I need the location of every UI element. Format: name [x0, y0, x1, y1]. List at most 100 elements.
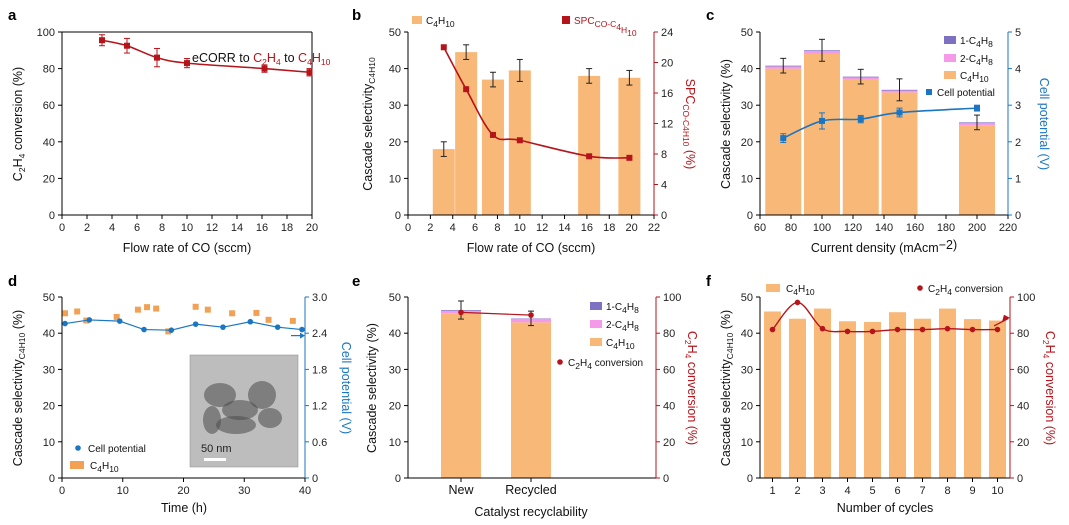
- c4h10-point: [204, 306, 211, 313]
- panel-b-xtick-label: 12: [536, 222, 548, 234]
- conversion-point: [919, 326, 926, 333]
- panel-e-y2tick-label: 40: [663, 401, 675, 413]
- legend-swatch-conversion: [917, 285, 923, 291]
- legend-swatch-1-c4h8: [944, 36, 956, 44]
- panel-label: a: [8, 7, 17, 24]
- panel-f-xtick-label: 4: [844, 485, 850, 497]
- legend-label-c4h10: C4H10: [786, 284, 815, 297]
- panel-e-y2tick-label: 100: [663, 292, 681, 304]
- panel-b-y2tick-label: 4: [661, 180, 667, 192]
- potential-point: [299, 326, 305, 333]
- conversion-point: [458, 309, 464, 316]
- c4h10-bar: [889, 312, 906, 478]
- panel-b-xtick-label: 14: [558, 222, 570, 234]
- panel-c-ytick-label: 50: [741, 27, 753, 39]
- panel-d-xtick-label: 40: [299, 485, 311, 497]
- conversion-point: [869, 328, 876, 335]
- potential-point: [247, 318, 254, 325]
- c4h10-point: [74, 308, 81, 315]
- panel-e-xtick-label: New: [448, 483, 474, 497]
- panel-b-y2tick-label: 24: [661, 27, 673, 39]
- c4h10-bar: [481, 79, 504, 215]
- conversion-point: [894, 326, 901, 333]
- panel-e-ytick-label: 20: [389, 401, 401, 413]
- panel-e-y2tick-label: 0: [663, 473, 669, 485]
- x-axis-label: Number of cycles: [837, 501, 934, 515]
- conversion-point: [944, 325, 951, 332]
- panel-b-y2tick-label: 0: [661, 210, 667, 222]
- panel-f-xtick-label: 8: [944, 485, 950, 497]
- legend-swatch-c4h10: [412, 16, 422, 24]
- panel-d-xtick-label: 30: [238, 485, 250, 497]
- potential-point: [857, 116, 864, 123]
- panel-a-ytick-label: 0: [49, 210, 55, 222]
- panel-a-xtick-label: 6: [134, 222, 140, 234]
- c4h10-bar: [989, 320, 1006, 478]
- panel-a: 0 20 40 60 80 100 0 2 4 6 8 10 12 14 16 18 20 eCORR to C2…: [8, 7, 331, 255]
- panel-f-xtick-label: 7: [919, 485, 925, 497]
- potential-line: [64, 319, 303, 331]
- potential-point: [220, 324, 226, 330]
- panel-c-y2tick-label: 5: [1015, 27, 1021, 39]
- c4h10-bar: [914, 318, 931, 478]
- panel-d: 50 nm 0 10 20 30 40 50 0 0.6 1.2 1.8 2.4 3.0 0 10 20 30 4…: [8, 273, 353, 515]
- conversion-point: [184, 60, 190, 67]
- y-axis-label: Cascade selectivity (%): [365, 323, 379, 453]
- scale-bar: [204, 458, 226, 461]
- potential-point: [116, 318, 123, 324]
- panel-f-y2tick-label: 40: [1017, 401, 1029, 413]
- panel-c-xtick-label: 100: [813, 222, 831, 234]
- panel-f-xtick-label: 6: [894, 485, 900, 497]
- legend-label-conversion: C2H4 conversion: [568, 358, 643, 371]
- panel-d-ytick-label: 40: [43, 328, 55, 340]
- panel-b-ytick-label: 30: [389, 100, 401, 112]
- panel-e-y2tick-label: 20: [663, 437, 675, 449]
- panel-f-ytick-label: 20: [741, 401, 753, 413]
- c4h10-bar: [764, 311, 781, 478]
- conversion-point: [99, 37, 105, 44]
- panel-f: 0 10 20 30 40 50 0 20 40 60 80 100 1 2 3 4 5 6 7 8 9 10 C4H10 C…: [706, 273, 1057, 515]
- panel-c-xtick-label: 180: [937, 222, 955, 234]
- panel-b-ytick-label: 50: [389, 27, 401, 39]
- x-axis-label: Catalyst recyclability: [474, 505, 588, 519]
- panel-b-y2tick-label: 20: [661, 58, 673, 70]
- potential-point: [86, 317, 93, 323]
- panel-b-ytick-label: 10: [389, 173, 401, 185]
- conversion-point: [844, 328, 851, 335]
- y2-axis-label: Cell potential (V): [339, 342, 353, 434]
- panel-d-y2tick-label: 1.2: [312, 401, 327, 413]
- panel-b-xtick-label: 22: [648, 222, 660, 234]
- panel-d-xtick-label: 20: [177, 485, 189, 497]
- c4h10-point: [153, 305, 160, 312]
- legend-swatch-spc: [562, 16, 570, 24]
- c4h10-bar: [842, 79, 879, 215]
- conversion-point: [306, 69, 313, 76]
- conversion-point: [794, 299, 801, 306]
- c4h10-point: [265, 316, 272, 323]
- c4h10-point: [289, 317, 296, 324]
- panel-b-xtick-label: 8: [494, 222, 500, 234]
- c4h10-point: [165, 328, 172, 335]
- panel-c-ytick-label: 30: [741, 100, 753, 112]
- c4h10-bar: [455, 52, 478, 215]
- panel-f-ytick-label: 0: [747, 473, 753, 485]
- c4h10-bar: [441, 313, 481, 478]
- legend-swatch-1-c4h8: [590, 302, 602, 310]
- legend-label-c4h10: C4H10: [606, 338, 635, 351]
- c4h10-bar: [511, 322, 551, 478]
- spc-point: [586, 153, 593, 160]
- panel-c-xtick-label: 160: [906, 222, 924, 234]
- panel-c-xtick-label: 60: [754, 222, 766, 234]
- legend-label-potential: Cell potential: [88, 444, 146, 455]
- panel-c-xtick-label: 80: [785, 222, 797, 234]
- panel-a-xtick-label: 4: [109, 222, 115, 234]
- panel-c-ytick-label: 20: [741, 137, 753, 149]
- panel-e-ytick-label: 30: [389, 364, 401, 376]
- panel-e-ytick-label: 50: [389, 292, 401, 304]
- legend-label-c4h10: C4H10: [960, 71, 989, 84]
- panel-e-xtick-label: Recycled: [505, 483, 556, 497]
- panel-f-y2tick-label: 100: [1017, 292, 1035, 304]
- legend-label-1-c4h8: 1-C4H8: [960, 36, 993, 49]
- c4h10-bar: [432, 149, 455, 215]
